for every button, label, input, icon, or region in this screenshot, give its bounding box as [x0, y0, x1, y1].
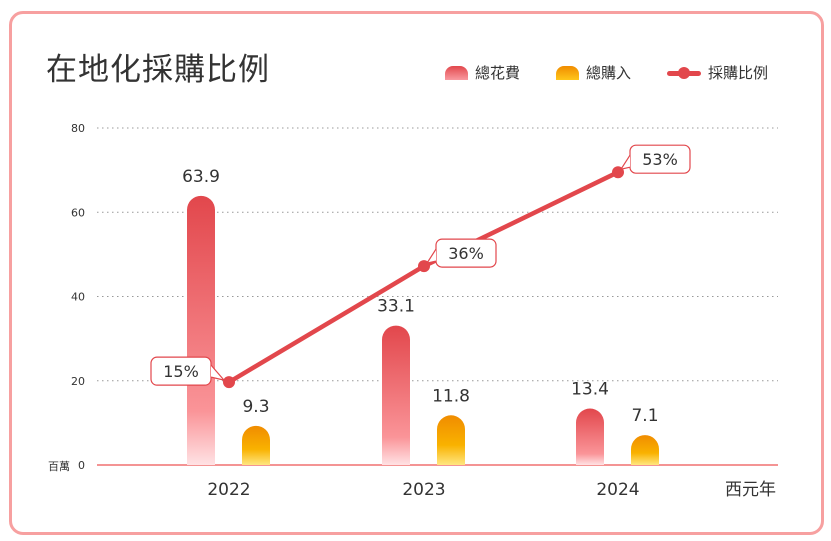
legend: 總花費 總購入 採購比例: [0, 62, 831, 82]
bar-total-spend: [576, 408, 604, 465]
y-tick-label: 60: [71, 206, 85, 219]
bar-value-label-spend: 13.4: [571, 380, 609, 400]
ratio-callout: 15%: [150, 356, 226, 386]
callout-tail: [210, 364, 226, 382]
y-tick-label: 0: [78, 459, 85, 472]
bar-value-label-spend: 33.1: [377, 297, 415, 317]
bar-total-purchase: [242, 425, 270, 465]
legend-label: 總花費: [475, 64, 521, 82]
x-tick-label: 2022: [207, 480, 250, 500]
legend-item-purchase-ratio[interactable]: 採購比例: [667, 62, 768, 83]
bar-total-purchase: [437, 415, 465, 465]
legend-bar-swatch-icon: [445, 65, 468, 80]
ratio-value-label: 36%: [448, 244, 484, 263]
y-tick-label: 20: [71, 375, 85, 388]
y-tick-label: 40: [71, 291, 85, 304]
legend-label: 總購入: [586, 64, 632, 82]
x-tick-label: 2024: [596, 480, 639, 500]
x-axis-title: 西元年: [725, 480, 776, 500]
y-axis-unit-label: 百萬: [48, 460, 70, 473]
legend-item-total-spend[interactable]: 總花費: [445, 62, 520, 83]
bar-value-label-purchase: 11.8: [432, 386, 470, 406]
bar-value-label-spend: 63.9: [182, 167, 220, 187]
chart-title: 在地化採購比例: [46, 52, 270, 88]
callout-tail: [619, 154, 631, 171]
y-tick-label: 80: [71, 122, 85, 135]
ratio-point: [223, 376, 235, 389]
ratio-line: [226, 169, 621, 385]
bar-total-spend: [187, 195, 215, 465]
legend-item-total-purchase[interactable]: 總購入: [556, 62, 631, 83]
bar-value-label-purchase: 7.1: [631, 406, 658, 426]
bar-value-label-purchase: 9.3: [242, 397, 269, 417]
legend-label: 採購比例: [708, 64, 769, 82]
legend-bar-swatch-icon: [556, 65, 579, 80]
legend-line-swatch-icon: [667, 66, 701, 80]
ratio-callout: 53%: [619, 144, 691, 174]
bar-total-spend: [382, 325, 410, 465]
ratio-value-label: 53%: [642, 150, 678, 169]
ratio-value-label: 15%: [163, 362, 199, 381]
bar-total-purchase: [631, 435, 659, 465]
x-tick-label: 2023: [402, 480, 445, 500]
callout-tail: [425, 248, 437, 265]
ratio-callout: 36%: [425, 238, 497, 268]
